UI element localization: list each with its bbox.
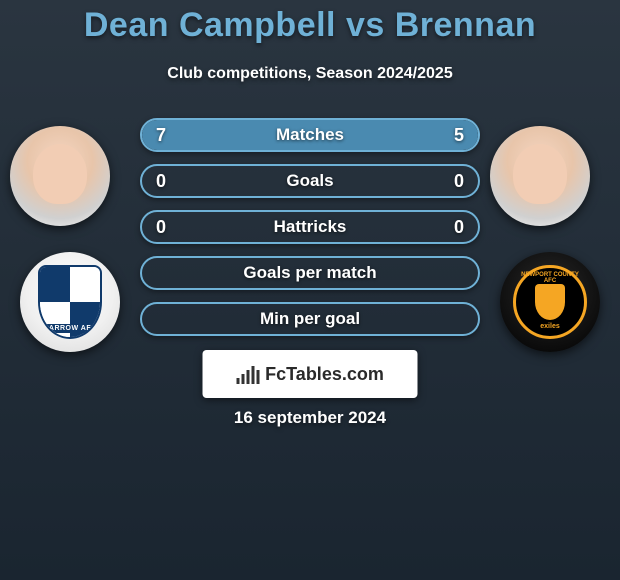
shield-icon: NEWPORT COUNTY AFC exiles [513, 265, 587, 339]
page-title: Dean Campbell vs Brennan [0, 0, 620, 45]
date-label: 16 september 2024 [0, 408, 620, 428]
stat-value-right: 5 [454, 125, 464, 146]
stat-value-left: 7 [156, 125, 166, 146]
stat-row-matches: 7 5 Matches [140, 118, 480, 152]
club-left-label: BARROW AFC [40, 324, 100, 333]
stat-label: Min per goal [260, 309, 360, 329]
face-icon [513, 144, 567, 204]
stat-row-hattricks: 0 0 Hattricks [140, 210, 480, 244]
site-badge: FcTables.com [203, 350, 418, 398]
face-icon [33, 144, 87, 204]
stat-label: Hattricks [274, 217, 347, 237]
subtitle: Club competitions, Season 2024/2025 [0, 65, 620, 83]
club-right-badge: NEWPORT COUNTY AFC exiles [500, 252, 600, 352]
stat-label: Matches [276, 125, 344, 145]
club-left-badge: BARROW AFC [20, 252, 120, 352]
stat-label: Goals per match [243, 263, 376, 283]
shield-icon: BARROW AFC [38, 265, 102, 339]
stat-value-right: 0 [454, 217, 464, 238]
stat-value-left: 0 [156, 171, 166, 192]
stat-row-min-per-goal: Min per goal [140, 302, 480, 336]
stat-value-right: 0 [454, 171, 464, 192]
club-right-ring-top: NEWPORT COUNTY AFC [516, 272, 584, 284]
bars-icon [236, 364, 259, 384]
club-right-ring-bottom: exiles [516, 323, 584, 330]
stat-label: Goals [286, 171, 333, 191]
stats-column: 7 5 Matches 0 0 Goals 0 0 Hattricks Goals per mat… [140, 118, 480, 348]
stat-value-left: 0 [156, 217, 166, 238]
player-left-avatar [10, 126, 110, 226]
stat-row-goals-per-match: Goals per match [140, 256, 480, 290]
stat-row-goals: 0 0 Goals [140, 164, 480, 198]
player-right-avatar [490, 126, 590, 226]
site-name: FcTables.com [265, 364, 384, 385]
